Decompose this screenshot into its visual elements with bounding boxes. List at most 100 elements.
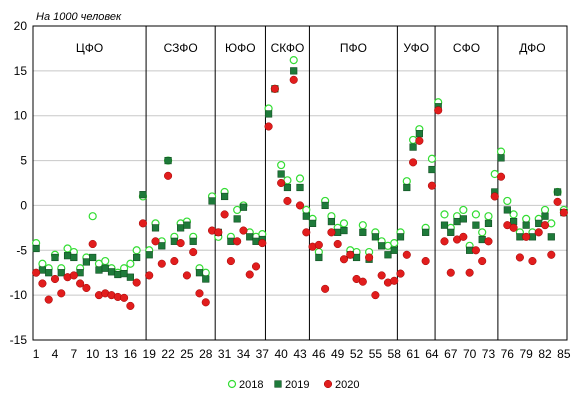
district-labels: ЦФО СЗФО ЮФО СКФО ПФО УФО СФО ДФО	[76, 41, 546, 55]
point-2019	[428, 165, 436, 174]
point-2019	[32, 244, 40, 253]
point-2020	[189, 248, 198, 257]
point-2018	[233, 205, 242, 215]
point-2019	[340, 226, 348, 235]
x-tick-label: 1	[33, 347, 40, 361]
point-2020	[226, 257, 235, 266]
point-2020	[182, 271, 191, 280]
point-2019	[264, 110, 273, 118]
x-tick-label: 61	[406, 347, 420, 361]
x-tick-label: 58	[388, 347, 402, 361]
point-2019	[296, 183, 304, 192]
point-2019	[541, 212, 549, 220]
point-2018	[132, 246, 141, 255]
x-tick-label: 37	[256, 347, 270, 361]
point-2020	[553, 197, 562, 206]
point-2019	[57, 269, 65, 277]
district-label: СКФО	[271, 41, 305, 55]
legend: 2018 2019 2020	[227, 379, 359, 391]
point-2019	[447, 228, 455, 236]
point-2020	[233, 237, 242, 246]
series-2020	[32, 75, 568, 310]
point-2018	[38, 259, 47, 268]
x-tick-label: 28	[199, 347, 213, 361]
point-2020	[270, 84, 279, 93]
point-2018	[339, 219, 349, 228]
point-2019	[484, 219, 493, 227]
point-2020	[32, 268, 41, 277]
point-2020	[427, 181, 436, 190]
point-2020	[251, 262, 261, 271]
point-2020	[239, 226, 248, 235]
point-2019	[145, 251, 153, 259]
x-tick-label: 82	[538, 347, 552, 361]
point-2020	[522, 232, 531, 241]
point-2019	[164, 156, 172, 165]
x-tick-label: 25	[180, 347, 194, 361]
point-2019	[308, 219, 317, 227]
x-tick-label: 10	[86, 347, 100, 361]
point-2020	[471, 246, 480, 255]
legend-marker	[274, 380, 282, 388]
x-tick-label: 49	[331, 347, 345, 361]
x-tick-label: 64	[425, 347, 439, 361]
legend-marker	[227, 379, 237, 389]
point-2020	[390, 276, 399, 285]
point-2020	[459, 232, 468, 241]
point-2020	[201, 298, 210, 307]
point-2020	[277, 178, 286, 188]
point-2019	[126, 273, 134, 281]
point-2020	[440, 237, 449, 246]
point-2020	[396, 269, 405, 278]
y-tick-label: 5	[20, 154, 27, 168]
point-2020	[138, 219, 147, 228]
point-2018	[471, 210, 481, 219]
district-label: УФО	[403, 41, 429, 55]
point-2018	[289, 55, 298, 65]
point-2020	[402, 250, 411, 259]
point-2020	[434, 106, 443, 115]
x-tick-label: 55	[369, 347, 383, 361]
point-2019	[195, 269, 204, 277]
point-2020	[509, 223, 518, 232]
x-tick-labels: 1 4 7 10 13 16 19 22 25 28 31 34 37 40 43 46 49 52 55 58 61 6…	[33, 347, 571, 361]
point-2020	[214, 228, 223, 237]
x-tick-label: 70	[463, 347, 477, 361]
point-2020	[559, 208, 568, 217]
point-2020	[540, 221, 550, 230]
point-2020	[314, 240, 323, 249]
point-2019	[453, 217, 461, 226]
point-2018	[295, 174, 305, 183]
y-tick-label: -5	[16, 243, 27, 257]
point-2020	[465, 268, 474, 277]
point-2019	[101, 264, 109, 272]
point-2020	[245, 270, 254, 279]
point-2019	[283, 183, 292, 192]
point-2018	[540, 205, 550, 215]
x-tick-label: 19	[143, 347, 157, 361]
point-2019	[82, 258, 90, 266]
point-2020	[415, 136, 424, 145]
district-label: ПФО	[340, 41, 367, 55]
point-2019	[114, 270, 122, 279]
district-separators	[145, 26, 499, 340]
point-2019	[70, 253, 78, 262]
legend-marker	[323, 379, 333, 389]
y-tick-label: 10	[14, 109, 28, 123]
point-2020	[446, 268, 455, 277]
legend-label: 2019	[285, 379, 309, 391]
point-2020	[421, 257, 430, 266]
point-2019	[403, 183, 411, 192]
y-tick-label: 15	[14, 64, 28, 78]
point-2019	[459, 215, 467, 223]
point-2019	[378, 242, 386, 250]
x-tick-label: 76	[501, 347, 515, 361]
point-2020	[534, 228, 543, 237]
x-tick-label: 4	[52, 347, 59, 361]
point-2019	[396, 233, 405, 241]
point-2020	[496, 172, 506, 181]
x-tick-label: 52	[350, 347, 364, 361]
point-2018	[484, 212, 493, 221]
point-2018	[440, 210, 449, 219]
y-tick-label: -10	[10, 288, 28, 302]
